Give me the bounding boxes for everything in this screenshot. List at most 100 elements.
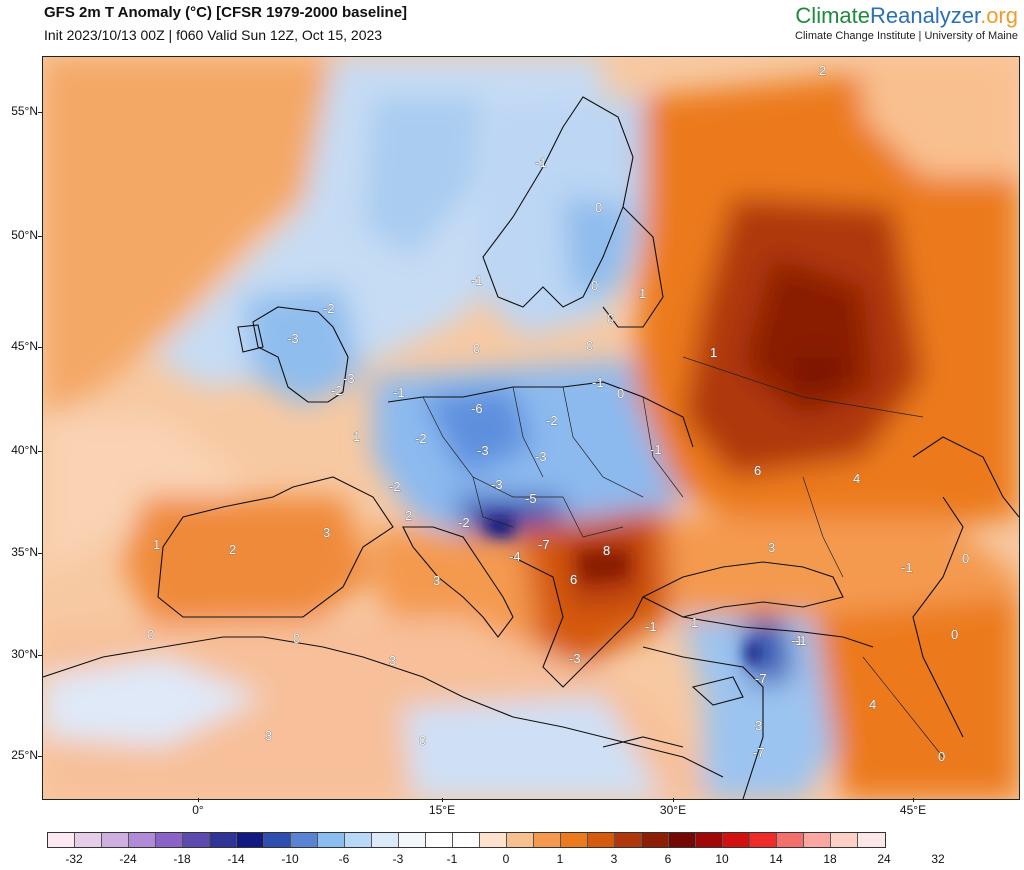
colorbar-label: 24 bbox=[877, 852, 891, 866]
contour-label: -4 bbox=[509, 549, 521, 564]
colorbar-swatch bbox=[777, 833, 804, 847]
contour-label: -1 bbox=[393, 385, 405, 400]
colorbar-swatch bbox=[615, 833, 642, 847]
contour-label: -2 bbox=[415, 431, 427, 446]
contour-label: -7 bbox=[538, 537, 550, 552]
colorbar-swatch bbox=[426, 833, 453, 847]
brand-logo-part2: Reanalyzer bbox=[870, 3, 981, 28]
anomaly-field bbox=[43, 57, 1019, 799]
colorbar-swatch bbox=[345, 833, 372, 847]
colorbar-swatch bbox=[183, 833, 210, 847]
colorbar-swatch bbox=[48, 833, 75, 847]
contour-label: 6 bbox=[570, 572, 577, 587]
colorbar-label: -18 bbox=[173, 852, 191, 866]
contour-label: 2 bbox=[819, 63, 826, 78]
colorbar-swatch bbox=[75, 833, 102, 847]
colorbar bbox=[47, 832, 886, 848]
contour-label: 0 bbox=[419, 733, 426, 748]
contour-label: 1 bbox=[639, 286, 646, 301]
contour-label: 2 bbox=[229, 542, 236, 557]
colorbar-label: 0 bbox=[502, 852, 510, 866]
contour-label: -1 bbox=[650, 442, 662, 457]
lon-tick bbox=[673, 798, 674, 802]
contour-label: 0 bbox=[607, 311, 614, 326]
colorbar-swatch bbox=[534, 833, 561, 847]
colorbar-label: 1 bbox=[556, 852, 564, 866]
lat-tick bbox=[38, 112, 42, 113]
contour-label: 0 bbox=[473, 341, 480, 356]
colorbar-swatch bbox=[237, 833, 264, 847]
contour-label: 3 bbox=[755, 718, 762, 733]
contour-label: -3 bbox=[491, 477, 503, 492]
contour-label: -1 bbox=[471, 273, 483, 288]
contour-label: -2 bbox=[331, 383, 343, 398]
colorbar-label: 14 bbox=[769, 852, 783, 866]
colorbar-label: -24 bbox=[119, 852, 137, 866]
colorbar-swatch bbox=[264, 833, 291, 847]
colorbar-swatch bbox=[102, 833, 129, 847]
lat-label-45n: 45°N bbox=[11, 339, 38, 353]
contour-label: 0 bbox=[595, 200, 602, 215]
colorbar-swatch bbox=[372, 833, 399, 847]
brand-tagline: Climate Change Institute | University of… bbox=[795, 30, 1018, 42]
colorbar-swatch bbox=[588, 833, 615, 847]
contour-label: 1 bbox=[353, 429, 360, 444]
contour-label: 0 bbox=[586, 338, 593, 353]
map-title: GFS 2m T Anomaly (°C) [CFSR 1979-2000 ba… bbox=[44, 4, 408, 21]
contour-label: 8 bbox=[603, 543, 610, 558]
lat-tick bbox=[38, 236, 42, 237]
contour-label: 0 bbox=[962, 551, 969, 566]
colorbar-label: 6 bbox=[664, 852, 672, 866]
colorbar-swatch bbox=[480, 833, 507, 847]
colorbar-label: -10 bbox=[281, 852, 299, 866]
contour-label: 3 bbox=[768, 540, 775, 555]
brand-logo[interactable]: ClimateReanalyzer.org bbox=[795, 3, 1018, 29]
colorbar-label: -14 bbox=[227, 852, 245, 866]
colorbar-label: 3 bbox=[610, 852, 618, 866]
lat-tick bbox=[38, 655, 42, 656]
lat-label-35n: 35°N bbox=[11, 545, 38, 559]
contour-label: 0 bbox=[938, 749, 945, 764]
contour-label: -7 bbox=[755, 671, 767, 686]
contour-label: -1 bbox=[901, 560, 913, 575]
contour-label: 0 bbox=[591, 278, 598, 293]
colorbar-swatch bbox=[642, 833, 669, 847]
contour-label: -3 bbox=[535, 449, 547, 464]
anomaly-map-canvas: 2 -1 0 -1 0 1 0 -2 -3 0 1 -2 0 -1 1 -1 0… bbox=[43, 57, 1019, 799]
colorbar-swatch bbox=[399, 833, 426, 847]
contour-label: -3 bbox=[477, 443, 489, 458]
lat-tick bbox=[38, 756, 42, 757]
colorbar-swatch bbox=[453, 833, 480, 847]
lon-tick bbox=[198, 798, 199, 802]
colorbar-swatch bbox=[507, 833, 534, 847]
contour-label: 4 bbox=[869, 697, 876, 712]
contour-label: 1 bbox=[691, 615, 698, 630]
contour-label: -3 bbox=[287, 331, 299, 346]
lon-tick bbox=[442, 798, 443, 802]
lat-label-25n: 25°N bbox=[11, 748, 38, 762]
contour-label: -2 bbox=[389, 479, 401, 494]
contour-label: 0 bbox=[293, 631, 300, 646]
brand-logo-part3: .org bbox=[980, 3, 1018, 28]
lat-label-30n: 30°N bbox=[11, 647, 38, 661]
contour-label: -7 bbox=[753, 745, 765, 760]
colorbar-swatch bbox=[804, 833, 831, 847]
lat-tick bbox=[38, 347, 42, 348]
lat-label-55n: 55°N bbox=[11, 104, 38, 118]
colorbar-swatch bbox=[129, 833, 156, 847]
colorbar-swatch bbox=[831, 833, 858, 847]
colorbar-swatch bbox=[750, 833, 777, 847]
lat-tick bbox=[38, 553, 42, 554]
contour-label: -1 bbox=[795, 633, 807, 648]
contour-label: -6 bbox=[471, 401, 483, 416]
contour-label: 1 bbox=[710, 345, 717, 360]
contour-label: -2 bbox=[323, 301, 335, 316]
contour-label: 6 bbox=[754, 463, 761, 478]
contour-label: 1 bbox=[153, 537, 160, 552]
lon-label-15e: 15°E bbox=[428, 803, 456, 817]
colorbar-swatch bbox=[561, 833, 588, 847]
colorbar-swatch bbox=[210, 833, 237, 847]
lon-label-0: 0° bbox=[192, 803, 204, 817]
colorbar-label: 10 bbox=[715, 852, 729, 866]
contour-label: 0 bbox=[617, 386, 624, 401]
